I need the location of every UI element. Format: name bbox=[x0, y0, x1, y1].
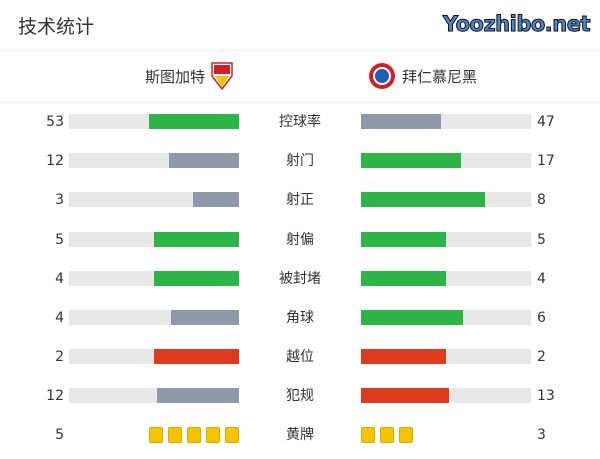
stat-row: 53 控球率 47 bbox=[0, 112, 600, 132]
away-value: 5 bbox=[537, 231, 546, 248]
yellow-card-icon bbox=[225, 427, 239, 443]
away-bar-track bbox=[361, 310, 531, 325]
home-bar-fill bbox=[171, 310, 239, 325]
home-bar-fill bbox=[157, 388, 239, 404]
home-bar-fill bbox=[154, 270, 239, 286]
away-bar-track bbox=[361, 192, 531, 208]
bayern-logo-icon bbox=[369, 63, 395, 89]
away-value: 13 bbox=[537, 388, 555, 405]
away-bar-fill bbox=[361, 192, 486, 208]
home-value: 5 bbox=[55, 427, 64, 443]
home-value: 53 bbox=[46, 114, 64, 130]
home-value: 12 bbox=[46, 388, 64, 405]
home-team-name: 斯图加特 bbox=[145, 67, 206, 86]
yellow-card-icon bbox=[206, 427, 220, 443]
away-bar-fill bbox=[361, 114, 441, 129]
away-bar-fill bbox=[361, 270, 446, 286]
stat-label: 控球率 bbox=[279, 114, 321, 130]
watermark: Yoozhibo.net bbox=[442, 12, 591, 37]
away-bar-track bbox=[361, 114, 531, 129]
away-value: 17 bbox=[537, 153, 555, 170]
home-bar-fill bbox=[193, 192, 239, 208]
away-bar-fill bbox=[361, 231, 446, 247]
home-bar-track bbox=[69, 310, 239, 325]
home-bar-fill bbox=[154, 231, 239, 247]
home-bar-fill bbox=[148, 114, 239, 129]
stat-row: 5 射偏 5 bbox=[0, 230, 600, 250]
away-value: 2 bbox=[537, 349, 546, 366]
yellow-card-icon bbox=[361, 427, 375, 443]
stat-row-yellow-cards: 5 黄牌 3 bbox=[0, 425, 600, 445]
home-bar-track bbox=[69, 231, 239, 247]
divider bbox=[0, 102, 600, 103]
stat-label: 射偏 bbox=[286, 231, 314, 248]
home-value: 3 bbox=[55, 192, 64, 209]
stat-row: 3 射正 8 bbox=[0, 190, 600, 210]
away-bar-fill bbox=[361, 349, 446, 365]
stat-row: 12 射门 17 bbox=[0, 151, 600, 171]
home-bar-fill bbox=[154, 349, 239, 365]
stat-label: 射正 bbox=[286, 192, 314, 209]
away-value: 4 bbox=[537, 270, 546, 287]
away-bar-fill bbox=[361, 388, 450, 404]
home-bar-fill bbox=[169, 153, 239, 169]
away-bar-fill bbox=[361, 153, 462, 169]
home-bar-track bbox=[69, 270, 239, 286]
away-value: 47 bbox=[537, 114, 555, 130]
stat-row: 4 角球 6 bbox=[0, 308, 600, 328]
home-bar-track bbox=[69, 153, 239, 169]
away-bar-track bbox=[361, 231, 531, 247]
away-value: 8 bbox=[537, 192, 546, 209]
yellow-card-icon bbox=[168, 427, 182, 443]
page-title: 技术统计 bbox=[18, 16, 95, 38]
home-yellow-cards bbox=[149, 427, 239, 443]
home-bar-track bbox=[69, 388, 239, 404]
stat-label: 射门 bbox=[286, 153, 314, 170]
home-value: 2 bbox=[55, 349, 64, 366]
yellow-card-icon bbox=[399, 427, 413, 443]
away-team: 拜仁慕尼黑 bbox=[368, 62, 477, 90]
away-value: 6 bbox=[537, 310, 546, 326]
stat-row: 12 犯规 13 bbox=[0, 386, 600, 406]
away-yellow-cards bbox=[361, 427, 413, 443]
home-bar-track bbox=[69, 192, 239, 208]
away-bar-track bbox=[361, 153, 531, 169]
home-value: 4 bbox=[55, 310, 64, 326]
home-value: 5 bbox=[55, 231, 64, 248]
stat-label: 角球 bbox=[286, 310, 314, 326]
away-bar-fill bbox=[361, 310, 463, 325]
stat-label: 黄牌 bbox=[286, 427, 314, 443]
stat-label: 被封堵 bbox=[279, 270, 321, 287]
yellow-card-icon bbox=[149, 427, 163, 443]
stat-label: 越位 bbox=[286, 349, 314, 366]
home-bar-track bbox=[69, 349, 239, 365]
stat-row: 2 越位 2 bbox=[0, 347, 600, 367]
stat-row: 4 被封堵 4 bbox=[0, 269, 600, 289]
home-value: 12 bbox=[46, 153, 64, 170]
away-bar-track bbox=[361, 388, 531, 404]
away-team-name: 拜仁慕尼黑 bbox=[402, 67, 478, 86]
home-value: 4 bbox=[55, 270, 64, 287]
stuttgart-logo-icon bbox=[211, 62, 233, 90]
stat-label: 犯规 bbox=[286, 388, 314, 405]
away-bar-track bbox=[361, 349, 531, 365]
away-value: 3 bbox=[537, 427, 546, 443]
home-team: 斯图加特 bbox=[145, 62, 233, 90]
yellow-card-icon bbox=[380, 427, 394, 443]
yellow-card-icon bbox=[187, 427, 201, 443]
divider bbox=[0, 50, 600, 51]
away-bar-track bbox=[361, 270, 531, 286]
home-bar-track bbox=[69, 114, 239, 129]
